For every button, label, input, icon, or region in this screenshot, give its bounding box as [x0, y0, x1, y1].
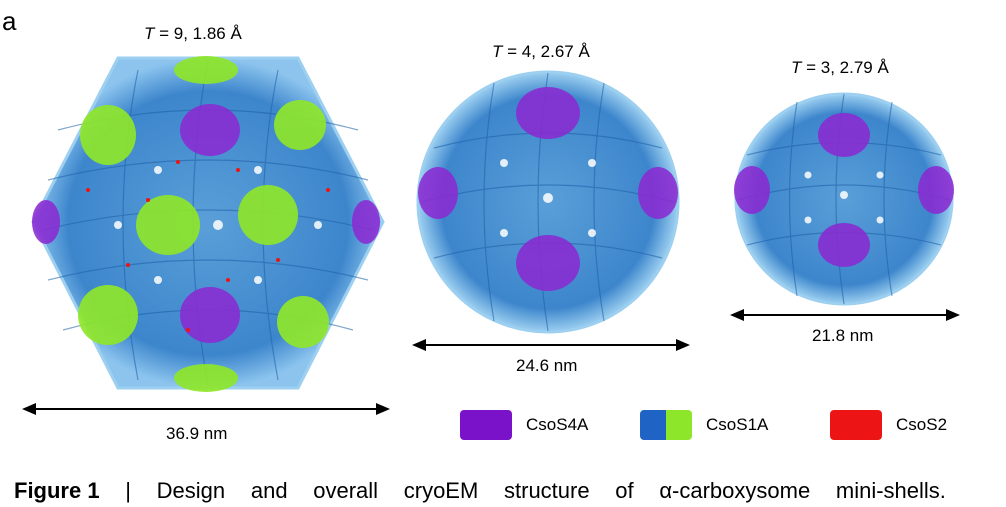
legend-label-csos1a: CsoS1A: [706, 415, 769, 434]
caption-word: structure: [504, 478, 590, 503]
shell-t9-diameter-arrow: [22, 403, 390, 415]
shell-t3-diameter-label: 21.8 nm: [812, 326, 874, 345]
caption-separator: |: [125, 478, 131, 503]
caption-figure-label: Figure 1: [14, 478, 100, 503]
shell-t3-diameter-arrow: [730, 309, 960, 321]
caption-word: cryoEM: [403, 478, 479, 503]
panel-letter: a: [2, 6, 17, 36]
legend-label-csos2: CsoS2: [896, 415, 948, 434]
legend-swatch-csos2: [830, 410, 882, 440]
shell-t3-structure-image: [734, 92, 954, 306]
figure-caption: Figure 1 | Design and overall cryoEM str…: [14, 478, 946, 504]
caption-word: Design: [156, 478, 226, 503]
legend: CsoS4A CsoS1A CsoS2: [460, 410, 960, 446]
caption-word: of: [615, 478, 634, 503]
caption-word: α-carboxysome: [659, 478, 811, 503]
shell-t9-title: T = 9, 1.86 Å: [144, 24, 242, 43]
caption-word: and: [250, 478, 288, 503]
shell-t4-structure-image: [416, 70, 680, 334]
legend-swatch-csos1a: [640, 410, 692, 440]
caption-word: overall: [313, 478, 379, 503]
legend-swatch-csos4a: [460, 410, 512, 440]
legend-label-csos4a: CsoS4A: [526, 415, 589, 434]
shell-t4-diameter-arrow: [412, 339, 690, 351]
shell-t4-diameter-label: 24.6 nm: [516, 356, 578, 375]
shell-t9-structure-image: [31, 56, 385, 392]
shell-t3-title: T = 3, 2.79 Å: [791, 58, 889, 77]
caption-word: mini-shells.: [835, 478, 946, 503]
shell-t4-title: T = 4, 2.67 Å: [492, 42, 590, 61]
shell-t9-diameter-label: 36.9 nm: [166, 424, 228, 443]
